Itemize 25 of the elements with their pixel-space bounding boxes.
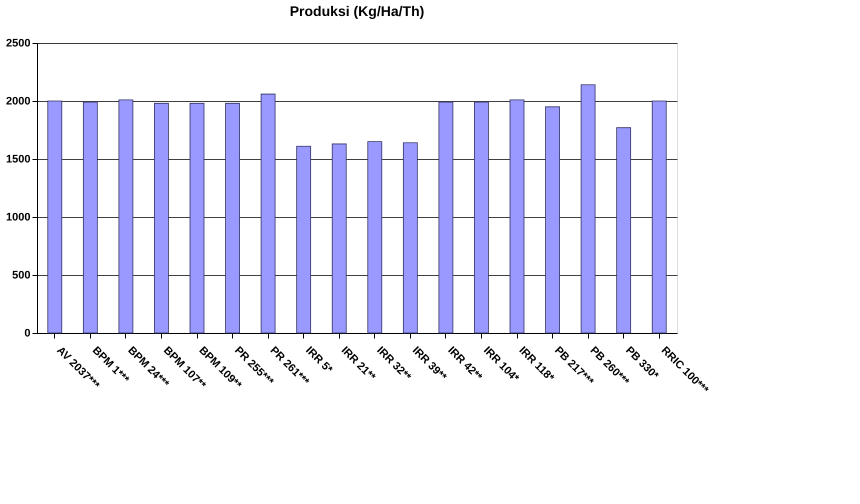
- bar: [616, 127, 632, 334]
- bar: [438, 102, 454, 334]
- bar: [474, 102, 489, 334]
- chart-title: Produksi (Kg/Ha/Th): [290, 3, 424, 19]
- bar: [225, 102, 240, 334]
- y-tick-label: 1500: [6, 154, 30, 166]
- bar: [82, 102, 98, 334]
- y-tick-label: 0: [24, 328, 30, 340]
- y-tick-label: 1000: [6, 212, 30, 224]
- y-tick-label: 500: [12, 270, 30, 282]
- bar: [154, 102, 169, 334]
- bar: [190, 102, 204, 334]
- y-tick-label: 2000: [6, 96, 30, 108]
- bar: [260, 94, 276, 334]
- bar: [510, 99, 524, 334]
- bar: [545, 106, 560, 334]
- bar: [580, 84, 596, 334]
- bar: [332, 144, 347, 334]
- bar: [652, 100, 667, 334]
- bar: [296, 146, 312, 334]
- bar: [118, 99, 134, 334]
- bar: [47, 100, 62, 334]
- bar: [367, 141, 382, 334]
- bar: [402, 142, 418, 334]
- y-tick-label: 2500: [6, 38, 30, 50]
